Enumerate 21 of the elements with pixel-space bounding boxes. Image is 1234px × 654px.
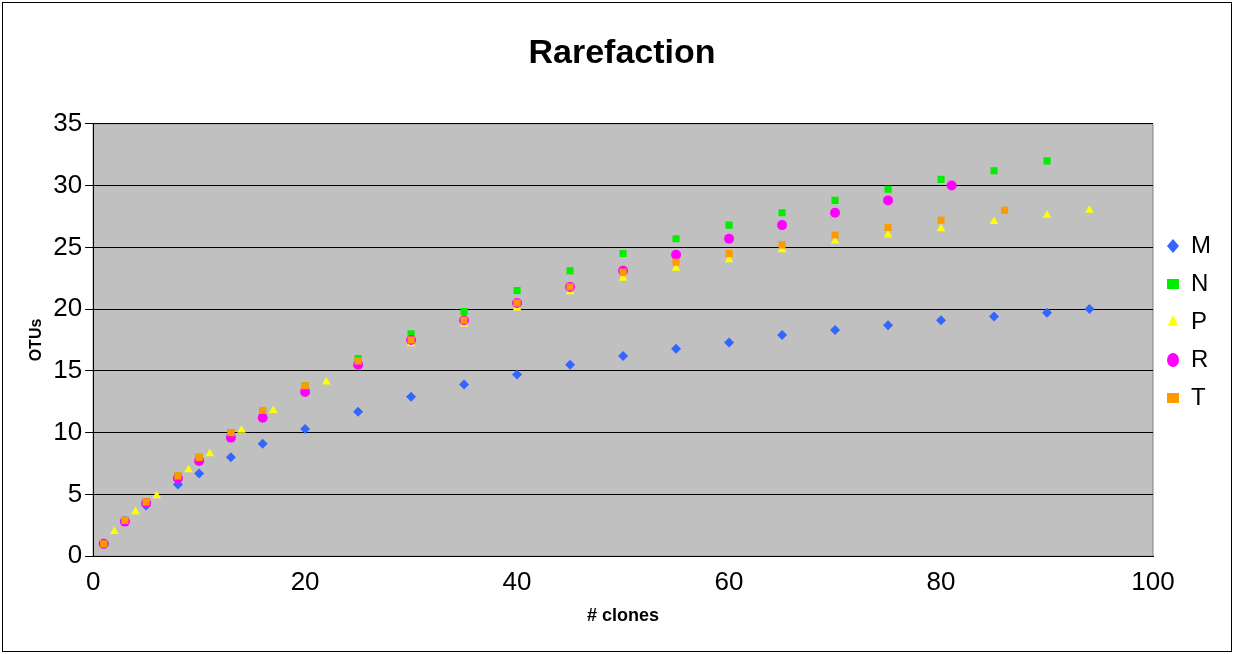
legend-label: M [1191, 230, 1212, 258]
y-tick-label: 30 [53, 168, 83, 199]
y-tick-label: 35 [53, 106, 83, 137]
legend-label: N [1191, 268, 1209, 296]
x-tick-label: 40 [502, 565, 532, 596]
y-tick-label: 25 [53, 230, 83, 261]
y-tick-label: 10 [53, 415, 83, 446]
y-tick-label: 20 [53, 292, 83, 323]
x-tick-label: 80 [926, 565, 956, 596]
y-tick-label: 0 [67, 539, 83, 570]
y-axis-title: OTUs [27, 318, 45, 362]
legend-label: P [1191, 306, 1208, 334]
x-axis-title: # clones [587, 605, 660, 626]
legend-label: T [1191, 382, 1207, 410]
x-tick-label: 100 [1131, 565, 1175, 596]
y-tick-label: 5 [67, 477, 83, 508]
x-tick-label: 20 [290, 565, 320, 596]
y-tick-label: 15 [53, 354, 83, 385]
legend-label: R [1191, 344, 1209, 372]
chart-title: Rarefaction [528, 31, 716, 70]
x-tick-label: 60 [714, 565, 744, 596]
